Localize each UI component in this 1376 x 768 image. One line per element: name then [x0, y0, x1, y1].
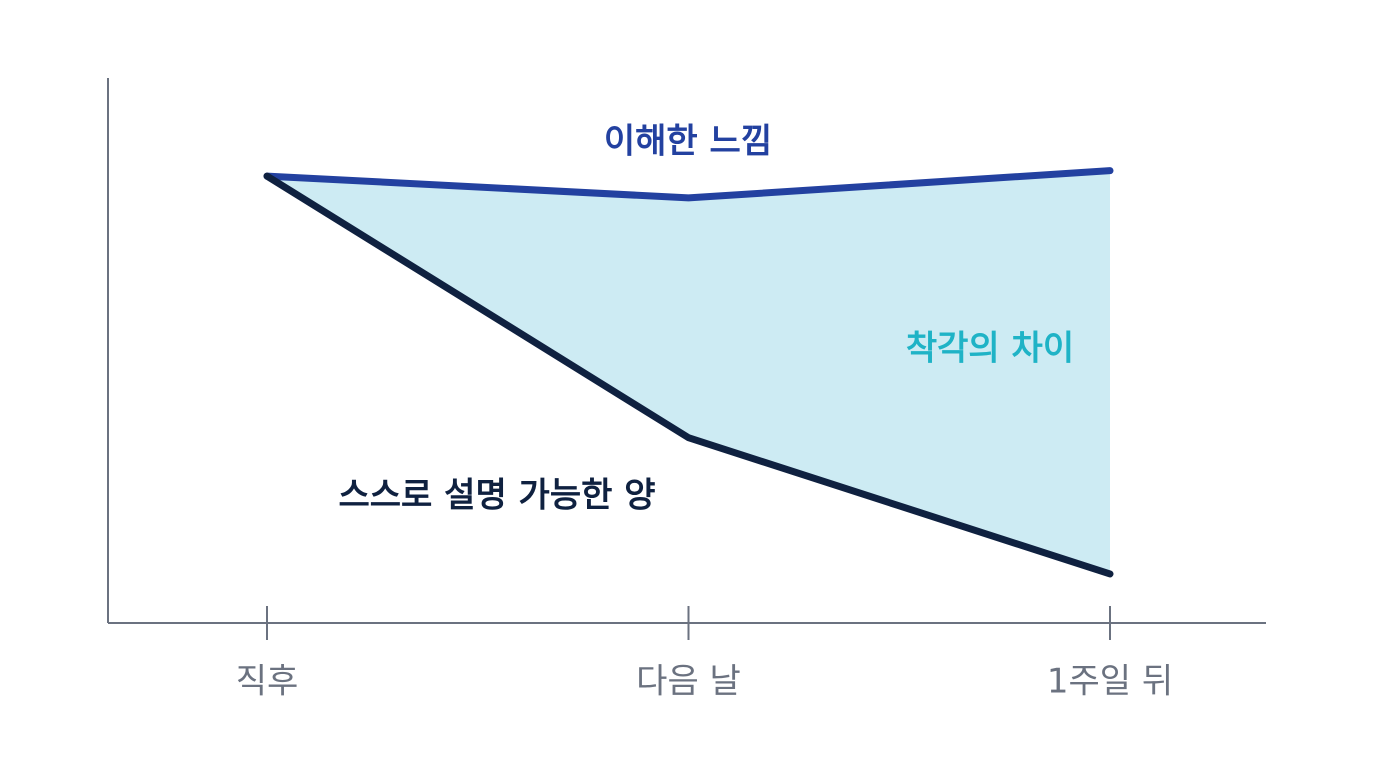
x-tick-label: 다음 날 — [636, 662, 741, 702]
series-label: 이해한 느낌 — [604, 122, 772, 162]
series-line — [263, 172, 1114, 578]
series-label: 스스로 설명 가능한 양 — [338, 476, 655, 516]
series-line — [263, 167, 1114, 202]
annotation: 착각의 차이 — [906, 329, 1074, 369]
gap-area — [267, 170, 1110, 574]
x-tick-label: 1주일 뒤 — [1047, 662, 1173, 702]
x-tick-label: 직후 — [236, 662, 299, 702]
